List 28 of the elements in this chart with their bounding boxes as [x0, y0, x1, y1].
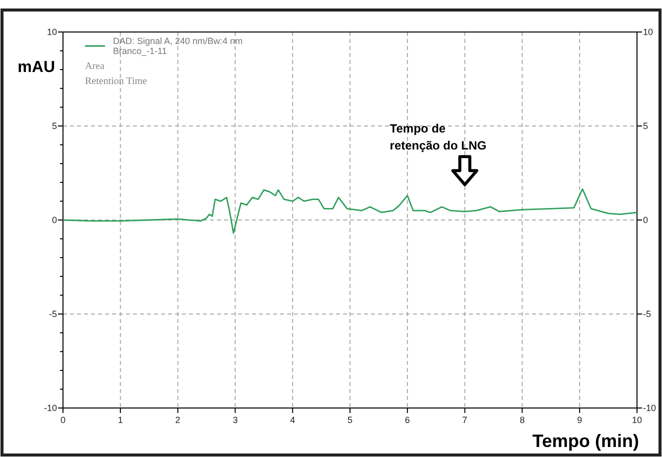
annotation: Tempo de retenção do LNG [390, 122, 486, 153]
annotation: Area [85, 61, 105, 72]
y2-tick-label: -10 [643, 403, 656, 413]
x-tick-label: 8 [520, 415, 525, 425]
annotation: Retention Time [85, 76, 148, 87]
x-tick-label: 4 [290, 415, 296, 425]
x-tick-label: 9 [577, 415, 582, 425]
y-tick-label: -10 [44, 403, 57, 413]
y-tick-label: 0 [52, 215, 57, 225]
line-series [62, 188, 638, 234]
y2-tick-label: 0 [643, 215, 648, 225]
x-tick-label: 0 [60, 415, 66, 425]
y2-tick-label: 10 [643, 27, 654, 37]
legend-label: DAD: Signal A, 240 nm/Bw:4 nm Branco_-1-11 [113, 36, 243, 56]
x-tick-label: 10 [632, 415, 642, 425]
x-tick-label: 6 [404, 415, 410, 425]
x-tick-label: 7 [462, 415, 468, 425]
y-tick-label: 10 [46, 27, 57, 37]
x-tick-label: 5 [347, 415, 353, 425]
y-tick-label: -5 [48, 309, 57, 319]
y-axis-title: mAU [18, 59, 55, 76]
x-axis-title: Tempo (min) [532, 431, 640, 451]
y2-tick-label: 5 [643, 121, 648, 131]
y2-tick-label: -5 [643, 309, 652, 319]
x-tick-label: 3 [232, 415, 238, 425]
x-tick-label: 2 [175, 415, 180, 425]
y-tick-label: 5 [52, 121, 57, 131]
x-tick-label: 1 [118, 415, 123, 425]
